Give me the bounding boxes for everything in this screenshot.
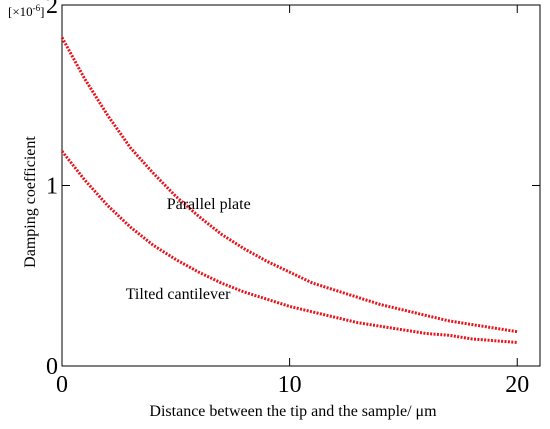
x-axis-ticks: 0 10 20 <box>56 5 529 398</box>
annotation-label: Parallel plate <box>167 196 251 213</box>
x-tick-label: 10 <box>278 372 302 398</box>
y-multiplier-close: ] <box>40 4 44 19</box>
series-layer <box>60 36 518 344</box>
y-tick-label: 0 <box>46 354 58 380</box>
annotations: Parallel plate Tilted cantilever <box>126 196 251 303</box>
annotation-label: Tilted cantilever <box>126 286 231 303</box>
x-tick-label: 20 <box>505 372 529 398</box>
y-tick-label: 1 <box>46 174 58 200</box>
plot-border <box>61 4 541 367</box>
y-axis-ticks: 0 1 2 <box>46 0 540 380</box>
y-axis-label: Damping coefficient <box>22 136 39 268</box>
series-line-2 <box>60 150 518 344</box>
y-multiplier-base: [×10 <box>8 4 33 19</box>
y-tick-label: 2 <box>46 0 58 19</box>
y-axis-multiplier: [×10-6] <box>8 3 45 19</box>
series-line-1 <box>60 36 518 334</box>
x-tick-label: 0 <box>56 372 68 398</box>
plot-frame <box>61 4 541 367</box>
y-multiplier-exponent: -6 <box>33 3 41 13</box>
x-axis-label: Distance between the tip and the sample/… <box>149 403 437 420</box>
